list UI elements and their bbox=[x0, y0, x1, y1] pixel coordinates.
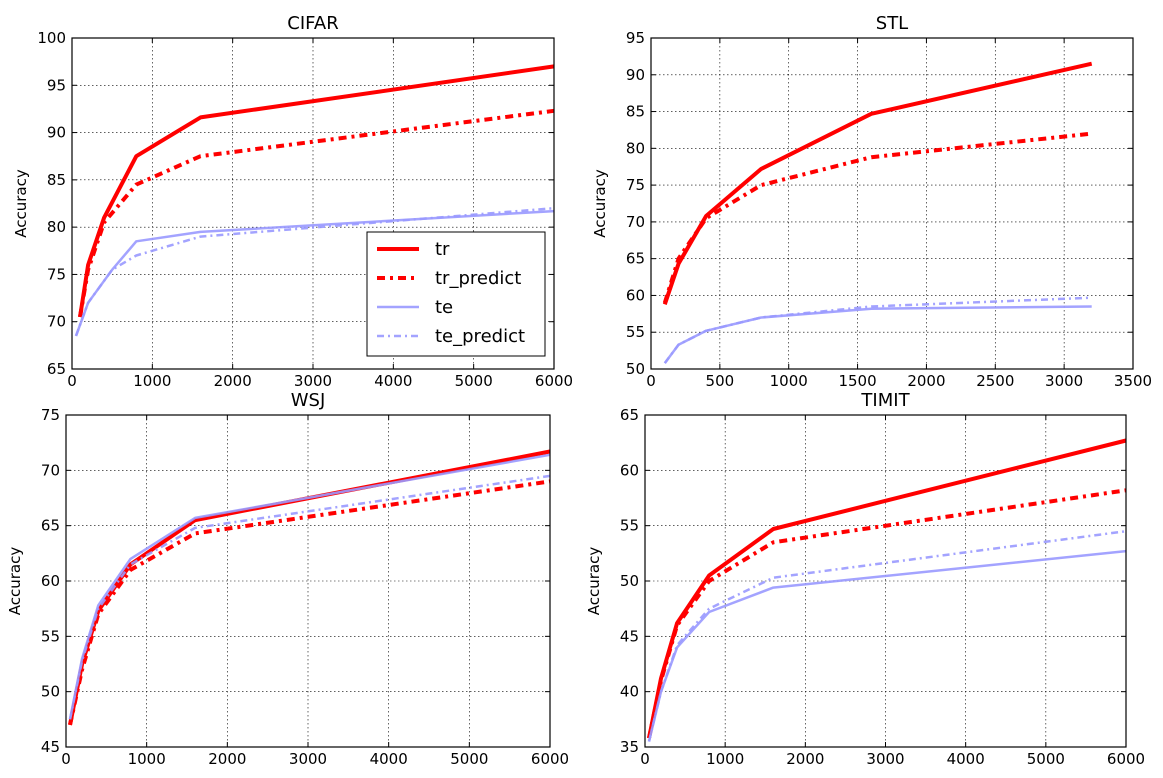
x-tick-label: 2000 bbox=[208, 750, 246, 768]
x-tick-label: 3000 bbox=[289, 750, 327, 768]
y-tick-label: 75 bbox=[47, 265, 66, 283]
x-tick-label: 4000 bbox=[947, 750, 985, 768]
chart-panel-cifar: 0 1000 2000 3000 4000 5000 6000 65 70 75 80 85 90 95 1… bbox=[12, 13, 573, 390]
x-tick-label: 2000 bbox=[907, 372, 945, 390]
series-line-te_predict bbox=[74, 206, 555, 337]
series-line-te_predict bbox=[68, 474, 551, 720]
x-tick-label: 6000 bbox=[1107, 750, 1145, 768]
x-tick-label: 2000 bbox=[786, 750, 824, 768]
chart-title: TIMIT bbox=[860, 390, 910, 411]
x-tick-label: 2500 bbox=[976, 372, 1014, 390]
y-tick-label: 100 bbox=[37, 29, 66, 47]
x-tick-label: 3000 bbox=[294, 372, 332, 390]
series-line-te bbox=[68, 453, 551, 720]
legend-label-te: te bbox=[435, 297, 453, 318]
x-tick-label: 1000 bbox=[133, 372, 171, 390]
y-tick-label: 65 bbox=[47, 360, 66, 378]
y-axis-label: Accuracy bbox=[12, 169, 30, 238]
y-tick-label: 55 bbox=[41, 627, 60, 645]
series-line-te bbox=[663, 305, 1092, 364]
y-tick-label: 50 bbox=[41, 683, 60, 701]
x-tick-label: 0 bbox=[640, 750, 650, 768]
chart-title: CIFAR bbox=[287, 13, 338, 34]
y-tick-label: 45 bbox=[41, 738, 60, 756]
y-tick-label: 70 bbox=[41, 461, 60, 479]
chart-panel-timit: 0 1000 2000 3000 4000 5000 6000 35 40 45 50 55 60 65 T… bbox=[585, 390, 1145, 768]
x-tick-label: 500 bbox=[706, 372, 735, 390]
y-tick-label: 95 bbox=[626, 29, 645, 47]
y-tick-label: 45 bbox=[620, 627, 639, 645]
y-tick-label: 75 bbox=[41, 406, 60, 424]
x-tick-label: 4000 bbox=[370, 750, 408, 768]
x-tick-label: 5000 bbox=[1027, 750, 1065, 768]
x-tick-label: 0 bbox=[61, 750, 71, 768]
series-line-tr bbox=[662, 61, 1093, 305]
series-line-te bbox=[647, 549, 1127, 742]
y-axis-label: Accuracy bbox=[6, 547, 24, 616]
chart-title: WSJ bbox=[291, 390, 326, 411]
y-tick-label: 55 bbox=[620, 517, 639, 535]
chart-panel-wsj: 0 1000 2000 3000 4000 5000 6000 45 50 55 60 65 70 75 W… bbox=[6, 390, 569, 768]
y-tick-label: 65 bbox=[41, 517, 60, 535]
series-line-tr_predict bbox=[647, 488, 1127, 739]
y-axis-label: Accuracy bbox=[591, 169, 609, 238]
x-tick-label: 1000 bbox=[128, 750, 166, 768]
x-tick-label: 1000 bbox=[706, 750, 744, 768]
y-tick-label: 85 bbox=[47, 171, 66, 189]
legend-label-tr: tr bbox=[435, 239, 450, 260]
series-line-tr_predict bbox=[78, 108, 555, 318]
x-tick-label: 0 bbox=[646, 372, 656, 390]
y-tick-label: 60 bbox=[41, 572, 60, 590]
x-tick-label: 1000 bbox=[770, 372, 808, 390]
y-tick-label: 50 bbox=[620, 572, 639, 590]
y-tick-label: 55 bbox=[626, 323, 645, 341]
y-axis-label: Accuracy bbox=[585, 547, 603, 616]
y-tick-label: 75 bbox=[626, 176, 645, 194]
x-tick-label: 1500 bbox=[838, 372, 876, 390]
y-tick-label: 40 bbox=[620, 683, 639, 701]
y-tick-label: 80 bbox=[626, 139, 645, 157]
chart-panel-stl: 0 500 1000 1500 2000 2500 3000 3500 50 55 60 65 70 75… bbox=[591, 13, 1152, 390]
x-tick-label: 5000 bbox=[450, 750, 488, 768]
legend-label-te_predict: te_predict bbox=[435, 326, 525, 347]
x-tick-label: 5000 bbox=[455, 372, 493, 390]
plot-frame bbox=[650, 37, 1134, 370]
x-tick-label: 6000 bbox=[535, 372, 573, 390]
series-line-tr_predict bbox=[68, 479, 551, 726]
y-tick-label: 60 bbox=[626, 286, 645, 304]
series-line-te_predict bbox=[647, 529, 1127, 742]
chart-title: STL bbox=[876, 13, 908, 34]
series-line-tr_predict bbox=[662, 131, 1092, 304]
y-tick-label: 90 bbox=[626, 66, 645, 84]
x-tick-label: 3500 bbox=[1114, 372, 1152, 390]
series-line-tr bbox=[647, 438, 1127, 739]
x-tick-label: 2000 bbox=[214, 372, 252, 390]
y-tick-label: 60 bbox=[620, 461, 639, 479]
y-tick-label: 65 bbox=[620, 406, 639, 424]
x-tick-label: 3000 bbox=[1045, 372, 1083, 390]
y-tick-label: 80 bbox=[47, 218, 66, 236]
y-tick-label: 35 bbox=[620, 738, 639, 756]
y-tick-label: 70 bbox=[47, 313, 66, 331]
y-tick-label: 95 bbox=[47, 76, 66, 94]
x-tick-label: 0 bbox=[67, 372, 77, 390]
x-tick-label: 6000 bbox=[531, 750, 569, 768]
legend-label-tr_predict: tr_predict bbox=[435, 268, 521, 289]
series-line-te_predict bbox=[663, 296, 1092, 364]
y-tick-label: 85 bbox=[626, 103, 645, 121]
y-tick-label: 50 bbox=[626, 360, 645, 378]
y-tick-label: 90 bbox=[47, 124, 66, 142]
y-tick-label: 65 bbox=[626, 250, 645, 268]
y-tick-label: 70 bbox=[626, 213, 645, 231]
x-tick-label: 3000 bbox=[866, 750, 904, 768]
x-tick-label: 4000 bbox=[374, 372, 412, 390]
